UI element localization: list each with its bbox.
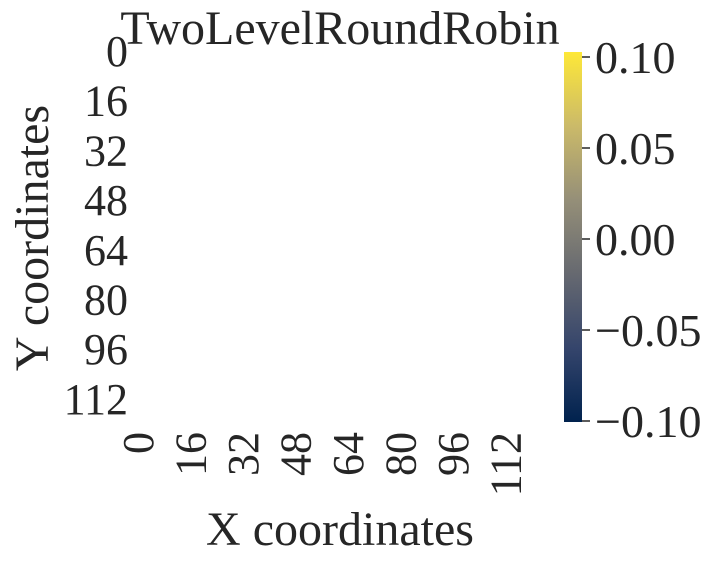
y-axis-label: Y coordinates bbox=[6, 105, 59, 371]
x-tick-label: 80 bbox=[377, 432, 426, 476]
x-axis-label: X coordinates bbox=[206, 503, 474, 556]
y-tick-label: 48 bbox=[84, 176, 128, 225]
y-tick-label: 112 bbox=[64, 375, 128, 424]
y-tick-label: 32 bbox=[84, 126, 128, 175]
x-tick-label: 96 bbox=[429, 432, 478, 476]
colorbar-tick-label: 0.00 bbox=[595, 214, 676, 265]
x-tick-label: 48 bbox=[272, 432, 321, 476]
colorbar-tick-label: 0.05 bbox=[595, 123, 676, 174]
y-tick-label: 16 bbox=[84, 77, 128, 126]
colorbar bbox=[564, 52, 582, 422]
x-tick-label: 16 bbox=[167, 432, 216, 476]
x-tick-label: 32 bbox=[219, 432, 268, 476]
x-tick-label: 0 bbox=[114, 432, 163, 454]
x-tick-labels: 0 16 32 48 64 80 96 112 bbox=[114, 432, 531, 496]
x-tick-label: 64 bbox=[324, 432, 373, 476]
y-tick-label: 80 bbox=[84, 276, 128, 325]
heatmap-plot-area bbox=[130, 50, 550, 422]
y-tick-label: 0 bbox=[106, 27, 128, 76]
y-tick-label: 64 bbox=[84, 226, 128, 275]
colorbar-tick-labels: 0.10 0.05 0.00 −0.05 −0.10 bbox=[582, 32, 701, 447]
colorbar-tick-label: −0.05 bbox=[595, 305, 701, 356]
x-tick-label: 112 bbox=[482, 432, 531, 496]
chart-title: TwoLevelRoundRobin bbox=[120, 2, 559, 55]
colorbar-tick-label: 0.10 bbox=[595, 32, 676, 83]
colorbar-tick-label: −0.10 bbox=[595, 396, 701, 447]
y-tick-label: 96 bbox=[84, 325, 128, 374]
